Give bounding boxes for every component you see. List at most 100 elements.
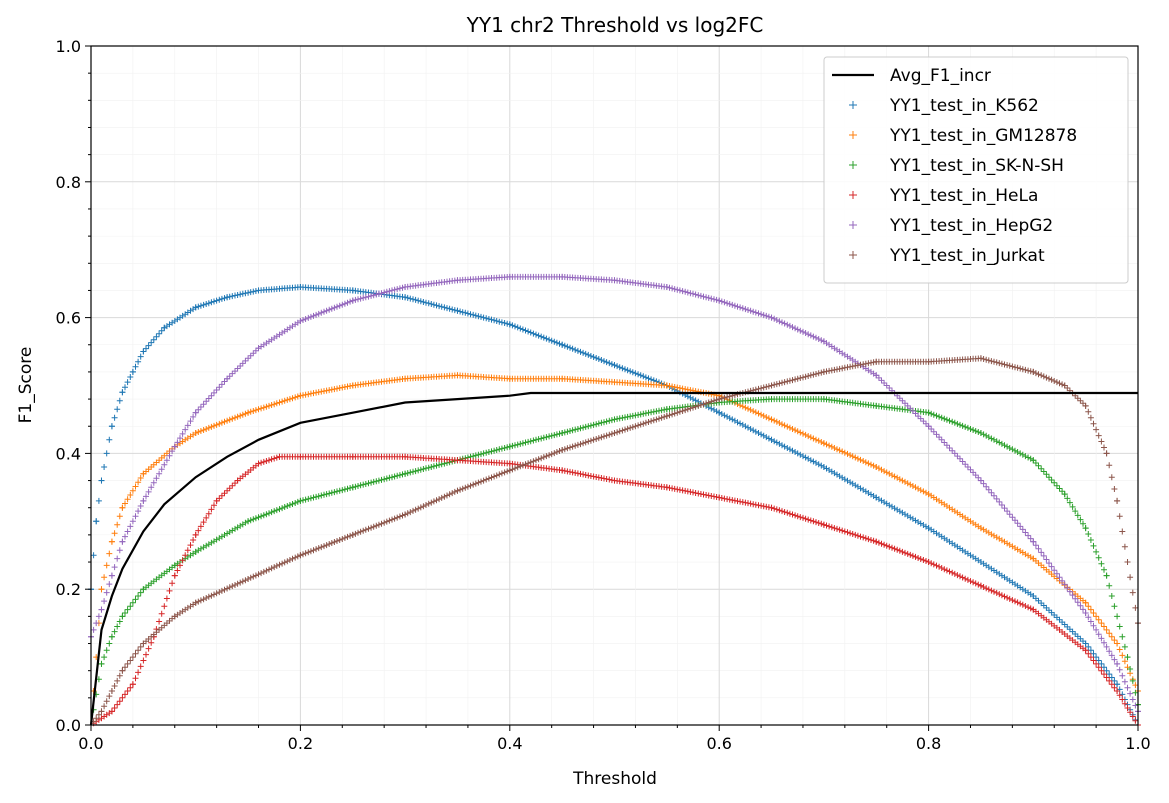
data-point <box>402 470 409 477</box>
data-point <box>663 413 670 420</box>
data-point <box>98 660 105 667</box>
data-point <box>1103 450 1110 457</box>
data-point <box>768 314 775 321</box>
data-point <box>213 497 220 504</box>
data-point <box>506 460 513 467</box>
data-point <box>349 453 356 460</box>
data-point <box>820 396 827 403</box>
data-point <box>820 521 827 528</box>
data-point <box>506 443 513 450</box>
data-point <box>873 463 880 470</box>
data-point <box>977 430 984 437</box>
data-point <box>1030 538 1037 545</box>
data-point <box>402 284 409 291</box>
data-point <box>1114 497 1121 504</box>
data-point <box>192 409 199 416</box>
data-point <box>768 396 775 403</box>
series-layer <box>88 273 1141 728</box>
data-point <box>297 317 304 324</box>
data-point <box>171 443 178 450</box>
data-point <box>255 460 262 467</box>
data-point <box>559 430 566 437</box>
data-point <box>161 324 168 331</box>
x-tick-label: 1.0 <box>1125 734 1150 753</box>
y-tick-label: 0.2 <box>56 580 81 599</box>
data-point <box>93 518 100 525</box>
data-point <box>768 436 775 443</box>
data-point <box>297 497 304 504</box>
data-point <box>873 494 880 501</box>
data-point <box>1030 606 1037 613</box>
data-point <box>1103 572 1110 579</box>
y-tick-label: 1.0 <box>56 37 81 56</box>
legend-marker-swatch <box>849 101 857 109</box>
data-point <box>977 582 984 589</box>
series-YY1_test_in_HepG2 <box>88 273 1141 715</box>
data-point <box>1124 654 1131 661</box>
y-tick-label: 0.6 <box>56 309 81 328</box>
data-point <box>129 368 136 375</box>
data-point <box>1082 525 1089 532</box>
data-point <box>1030 555 1037 562</box>
data-point <box>402 511 409 518</box>
data-point <box>245 518 252 525</box>
data-point <box>506 321 513 328</box>
data-point <box>192 531 199 538</box>
data-point <box>234 477 241 484</box>
data-point <box>611 362 618 369</box>
ticks: 0.0 0.2 0.4 0.6 0.8 1.0 0.0 0.2 0.4 0.6 0.8 1.0 <box>56 37 1151 753</box>
data-point <box>349 297 356 304</box>
data-point <box>245 409 252 416</box>
x-tick-label: 0.2 <box>288 734 313 753</box>
data-point <box>349 531 356 538</box>
data-point <box>1114 688 1121 695</box>
data-point <box>276 453 283 460</box>
data-point <box>559 467 566 474</box>
data-point <box>98 586 105 593</box>
x-tick-label: 0.6 <box>706 734 731 753</box>
data-point <box>1082 640 1089 647</box>
data-point <box>1082 599 1089 606</box>
legend-marker-swatch <box>849 131 857 139</box>
x-tick-label: 0.0 <box>78 734 103 753</box>
legend-item: YY1_test_in_HepG2 <box>849 216 1053 236</box>
data-point <box>1030 592 1037 599</box>
data-point <box>1114 681 1121 688</box>
data-point <box>297 392 304 399</box>
legend-item: YY1_test_in_HeLa <box>849 186 1038 206</box>
data-point <box>873 372 880 379</box>
data-point <box>255 287 262 294</box>
data-point <box>716 409 723 416</box>
data-point <box>820 368 827 375</box>
data-point <box>192 430 199 437</box>
data-point <box>108 572 115 579</box>
data-point <box>98 708 105 715</box>
data-point <box>98 477 105 484</box>
plot-frame <box>90 45 1139 726</box>
data-point <box>140 348 147 355</box>
data-point <box>925 409 932 416</box>
legend-item: YY1_test_in_SK-N-SH <box>849 156 1064 176</box>
data-point <box>454 277 461 284</box>
data-point <box>119 667 126 674</box>
data-point <box>224 294 231 301</box>
data-point <box>873 538 880 545</box>
data-point <box>506 375 513 382</box>
data-point <box>454 487 461 494</box>
data-point <box>559 447 566 454</box>
y-tick-label: 0.0 <box>56 716 81 735</box>
legend-item: Avg_F1_incr <box>832 66 991 86</box>
data-point <box>925 559 932 566</box>
data-point <box>1124 559 1131 566</box>
data-point <box>663 484 670 491</box>
legend-label: YY1_test_in_HepG2 <box>889 216 1053 236</box>
data-point <box>119 538 126 545</box>
data-point <box>611 416 618 423</box>
data-point <box>768 504 775 511</box>
data-point <box>192 548 199 555</box>
data-point <box>977 559 984 566</box>
data-point <box>1082 609 1089 616</box>
data-point <box>1114 640 1121 647</box>
legend-marker-swatch <box>849 191 857 199</box>
legend: Avg_F1_incr YY1_test_in_K562 YY1_test_in_G… <box>823 56 1129 284</box>
